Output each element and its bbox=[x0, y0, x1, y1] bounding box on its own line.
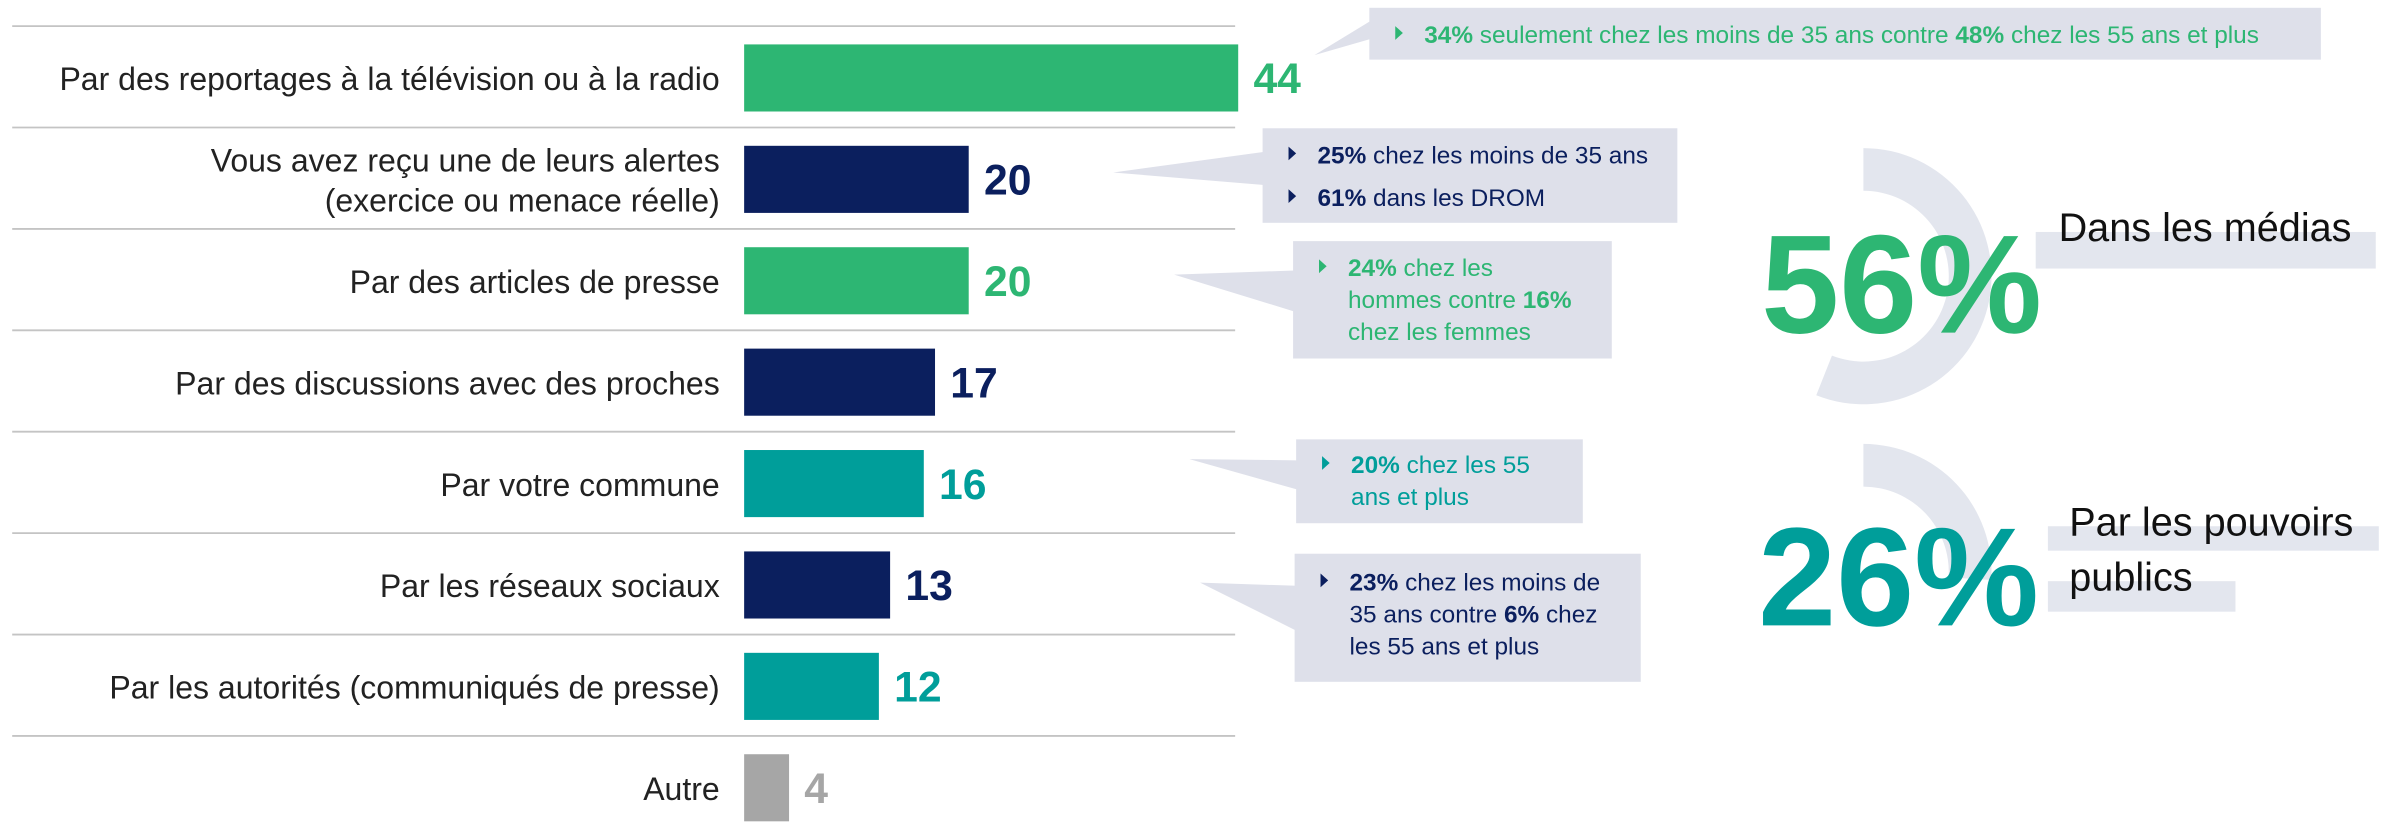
callout-text: 25% chez les moins de 35 ans bbox=[1317, 142, 1648, 169]
callout-segment: chez les moins de 35 ans bbox=[1366, 142, 1648, 169]
category-label: Par des reportages à la télévision ou à … bbox=[59, 61, 719, 97]
callout-text: hommes contre 16% bbox=[1348, 287, 1572, 314]
callout-text: chez les femmes bbox=[1348, 319, 1531, 346]
callout-segment: chez les 55 bbox=[1400, 452, 1530, 479]
callout-pointer bbox=[1174, 270, 1295, 312]
callout-segment: 35 ans contre bbox=[1350, 601, 1504, 628]
callout-segment: 23% bbox=[1350, 569, 1399, 596]
highlight-label: Dans les médias bbox=[2059, 206, 2352, 250]
highlight-arc bbox=[1863, 443, 1992, 581]
bar bbox=[744, 348, 936, 416]
callout-pointer bbox=[1113, 151, 1265, 185]
bullet bbox=[1395, 26, 1403, 40]
callout-text: les 55 ans et plus bbox=[1350, 633, 1540, 660]
highlight-label: Par les pouvoirs bbox=[2069, 500, 2353, 544]
callout-box bbox=[1296, 439, 1583, 524]
bullet bbox=[1322, 456, 1330, 470]
callout-segment: chez les femmes bbox=[1348, 319, 1531, 346]
value-label: 44 bbox=[1253, 55, 1301, 103]
bullet bbox=[1320, 573, 1329, 588]
callout-text: 20% chez les 55 bbox=[1351, 452, 1530, 479]
category-label: (exercice ou menace réelle) bbox=[325, 182, 720, 218]
callout-segment: seulement chez les moins de 35 ans contr… bbox=[1473, 22, 1955, 49]
callout-box bbox=[1262, 128, 1678, 223]
bullet bbox=[1319, 259, 1327, 274]
category-label: Par votre commune bbox=[440, 467, 719, 503]
callout-segment: ans et plus bbox=[1351, 484, 1469, 511]
bar bbox=[744, 145, 969, 213]
callout-pointer bbox=[1314, 20, 1371, 56]
value-label: 4 bbox=[804, 765, 828, 813]
highlight-label: publics bbox=[2069, 555, 2192, 599]
bar bbox=[744, 247, 969, 315]
callout-segment: 20% bbox=[1351, 452, 1400, 479]
category-label: Par des articles de presse bbox=[350, 264, 720, 300]
callout-box bbox=[1293, 241, 1612, 359]
category-label: Autre bbox=[643, 771, 720, 807]
bar bbox=[744, 652, 879, 720]
callout-text: 35 ans contre 6% chez bbox=[1350, 601, 1598, 628]
value-label: 20 bbox=[984, 258, 1031, 306]
label-band bbox=[2047, 581, 2236, 612]
label-band bbox=[2047, 526, 2379, 551]
bar bbox=[744, 450, 924, 518]
value-label: 13 bbox=[905, 562, 952, 610]
callout-segment: chez les bbox=[1397, 255, 1493, 282]
highlight-arc bbox=[1816, 148, 1992, 405]
value-label: 20 bbox=[984, 157, 1031, 205]
bullet bbox=[1288, 146, 1297, 161]
callout-text: 34% seulement chez les moins de 35 ans c… bbox=[1424, 22, 2259, 49]
highlight-value: 56% bbox=[1761, 206, 2042, 363]
highlight-value: 26% bbox=[1758, 498, 2039, 655]
callout-segment: hommes contre bbox=[1348, 287, 1523, 314]
value-label: 16 bbox=[939, 461, 986, 509]
callout-segment: chez bbox=[1539, 601, 1597, 628]
callout-text: 23% chez les moins de bbox=[1350, 569, 1601, 596]
category-label: Par les autorités (communiqués de presse… bbox=[109, 670, 719, 706]
category-label: Par des discussions avec des proches bbox=[175, 365, 720, 401]
callout-pointer bbox=[1200, 582, 1297, 631]
callout-pointer bbox=[1189, 459, 1298, 490]
callout-box bbox=[1294, 553, 1641, 682]
bar bbox=[744, 551, 891, 619]
callout-segment: chez les 55 ans et plus bbox=[2004, 22, 2259, 49]
callout-segment: 61% bbox=[1317, 185, 1366, 212]
callout-segment: 25% bbox=[1317, 142, 1366, 169]
label-band bbox=[2035, 231, 2376, 269]
category-label: Vous avez reçu une de leurs alertes bbox=[211, 143, 720, 179]
category-label: Par les réseaux sociaux bbox=[380, 568, 720, 604]
value-label: 17 bbox=[950, 359, 997, 407]
callout-box bbox=[1369, 7, 2321, 60]
callout-segment: 48% bbox=[1955, 22, 2004, 49]
callout-text: 24% chez les bbox=[1348, 255, 1493, 282]
callout-segment: dans les DROM bbox=[1366, 185, 1545, 212]
bar bbox=[744, 754, 790, 822]
callout-segment: 6% bbox=[1504, 601, 1540, 628]
callout-segment: les 55 ans et plus bbox=[1350, 633, 1540, 660]
callout-text: ans et plus bbox=[1351, 484, 1469, 511]
value-label: 12 bbox=[894, 664, 941, 712]
callout-segment: 24% bbox=[1348, 255, 1397, 282]
bullet bbox=[1288, 189, 1297, 203]
callout-segment: 16% bbox=[1523, 287, 1572, 314]
callout-text: 61% dans les DROM bbox=[1317, 185, 1545, 212]
callout-segment: 34% bbox=[1424, 22, 1473, 49]
bar bbox=[744, 44, 1239, 112]
callout-segment: chez les moins de bbox=[1398, 569, 1600, 596]
